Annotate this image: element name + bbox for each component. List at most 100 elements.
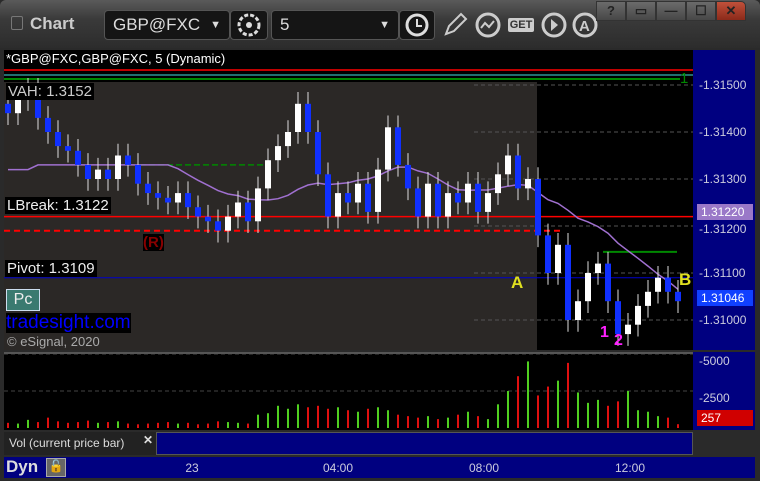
- candle-body: [85, 164, 91, 179]
- price-tick-label: -1.31200: [699, 221, 747, 236]
- label-b: B: [679, 270, 692, 289]
- candle-body: [545, 235, 551, 273]
- volume-axis[interactable]: -5000 -2500 257: [693, 352, 755, 430]
- r-marker: (R): [143, 234, 164, 251]
- tradesight-watermark: tradesight.com: [6, 312, 131, 333]
- candle-body: [185, 193, 191, 208]
- candle-body: [165, 197, 171, 203]
- settings-button[interactable]: [230, 10, 268, 40]
- candle-body: [115, 155, 121, 179]
- candle-body: [215, 221, 221, 231]
- help-button[interactable]: ?: [596, 1, 626, 21]
- candle-body: [195, 207, 201, 217]
- price-tick-label: -1.31000: [699, 313, 747, 327]
- candle-body: [395, 127, 401, 165]
- candle-body: [425, 183, 431, 217]
- candle-body: [435, 183, 441, 217]
- interval-value: 5: [280, 15, 290, 34]
- symbol-value: GBP@FXC: [113, 15, 201, 34]
- volume-study-label: Vol (current price bar) ✕: [4, 432, 156, 455]
- candle-body: [135, 164, 141, 184]
- candle-body: [375, 169, 381, 212]
- layout-button[interactable]: ▭: [626, 1, 656, 21]
- ma-price-tag: 1.31220: [697, 203, 753, 220]
- price-panel[interactable]: *GBP@FXC,GBP@FXC, 5 (Dynamic) VAH: 1.315…: [4, 50, 693, 350]
- candle-body: [355, 183, 361, 203]
- candle-body: [175, 193, 181, 203]
- volume-panel[interactable]: [4, 352, 693, 430]
- study-bar: [156, 432, 693, 455]
- settings-icon: [237, 13, 261, 37]
- candle-body: [415, 188, 421, 217]
- price-tick-label: -1.31300: [699, 172, 747, 186]
- clock-icon: [405, 13, 429, 37]
- interval-input[interactable]: 5 ▼: [271, 10, 399, 40]
- candle-body: [595, 263, 601, 273]
- chevron-down-icon[interactable]: ▼: [379, 19, 390, 31]
- candle-body: [205, 216, 211, 222]
- close-study-icon[interactable]: ✕: [142, 433, 153, 447]
- time-axis[interactable]: Dyn 🔓 23 04:00 08:00 12:00: [4, 457, 693, 478]
- study-icon[interactable]: [473, 10, 503, 40]
- price-axis[interactable]: -1.31500 -1.31400 -1.31300 -1.31200 -1.31100…: [693, 50, 755, 350]
- magenta-count-2: 2: [614, 332, 623, 349]
- minimize-button[interactable]: —: [656, 1, 686, 21]
- maximize-button[interactable]: ☐: [686, 1, 716, 21]
- candle-body: [285, 132, 291, 147]
- volume-current-tag: 257: [697, 410, 753, 427]
- candle-body: [5, 103, 11, 114]
- dyn-mode[interactable]: Dyn: [6, 457, 39, 476]
- play-icon[interactable]: [539, 10, 569, 40]
- grip-icon[interactable]: [11, 16, 23, 30]
- candle-body: [75, 150, 81, 165]
- candle-body: [55, 132, 61, 147]
- candle-body: [15, 99, 21, 114]
- candle-body: [345, 193, 351, 203]
- candle-body: [95, 169, 101, 179]
- time-tick-label: 08:00: [468, 461, 500, 475]
- lock-icon[interactable]: 🔓: [46, 458, 66, 477]
- close-button[interactable]: ✕: [716, 1, 746, 21]
- get-icon[interactable]: GET: [507, 18, 535, 32]
- pencil-icon[interactable]: [440, 10, 470, 40]
- candle-body: [255, 188, 261, 222]
- candle-body: [385, 127, 391, 170]
- label-a: A: [511, 273, 524, 292]
- copyright: © eSignal, 2020: [7, 334, 100, 349]
- pivot-label: Pivot: 1.3109: [5, 260, 97, 277]
- svg-text:A: A: [579, 18, 590, 35]
- volume-chart: [4, 354, 693, 428]
- time-tick-label: 23: [185, 461, 199, 475]
- time-button[interactable]: [399, 10, 435, 40]
- vah-label: VAH: 1.3152: [6, 83, 94, 100]
- candle-body: [645, 291, 651, 306]
- magenta-count-1: 1: [600, 324, 609, 341]
- candle-body: [35, 89, 41, 118]
- chevron-down-icon[interactable]: ▼: [210, 19, 221, 31]
- candle-body: [305, 103, 311, 132]
- candle-body: [155, 193, 161, 198]
- pc-button[interactable]: Pc: [6, 289, 40, 311]
- axis-corner: [693, 457, 755, 478]
- window-title: Chart: [30, 14, 75, 33]
- volume-label-text: Vol (current price bar): [9, 436, 125, 450]
- title-bar: Chart GBP@FXC ▼ 5 ▼ GET A ? ▭ — ☐ ✕: [0, 0, 760, 48]
- candle-body: [105, 169, 111, 179]
- candle-body: [675, 291, 681, 302]
- candle-body: [315, 132, 321, 175]
- alert-icon[interactable]: A: [570, 10, 600, 40]
- candle-body: [615, 301, 621, 335]
- candle-body: [505, 155, 511, 175]
- candle-body: [565, 244, 571, 320]
- symbol-input[interactable]: GBP@FXC ▼: [104, 10, 230, 40]
- candle-body: [405, 164, 411, 189]
- chart-legend: *GBP@FXC,GBP@FXC, 5 (Dynamic): [6, 51, 226, 66]
- lbreak-label: LBreak: 1.3122: [5, 197, 111, 214]
- candle-body: [445, 193, 451, 217]
- candle-body: [525, 179, 531, 189]
- green-marker-1: 1: [680, 70, 689, 87]
- candle-body: [45, 117, 51, 132]
- candle-body: [515, 155, 521, 189]
- candle-body: [275, 146, 281, 161]
- candle-body: [235, 202, 241, 217]
